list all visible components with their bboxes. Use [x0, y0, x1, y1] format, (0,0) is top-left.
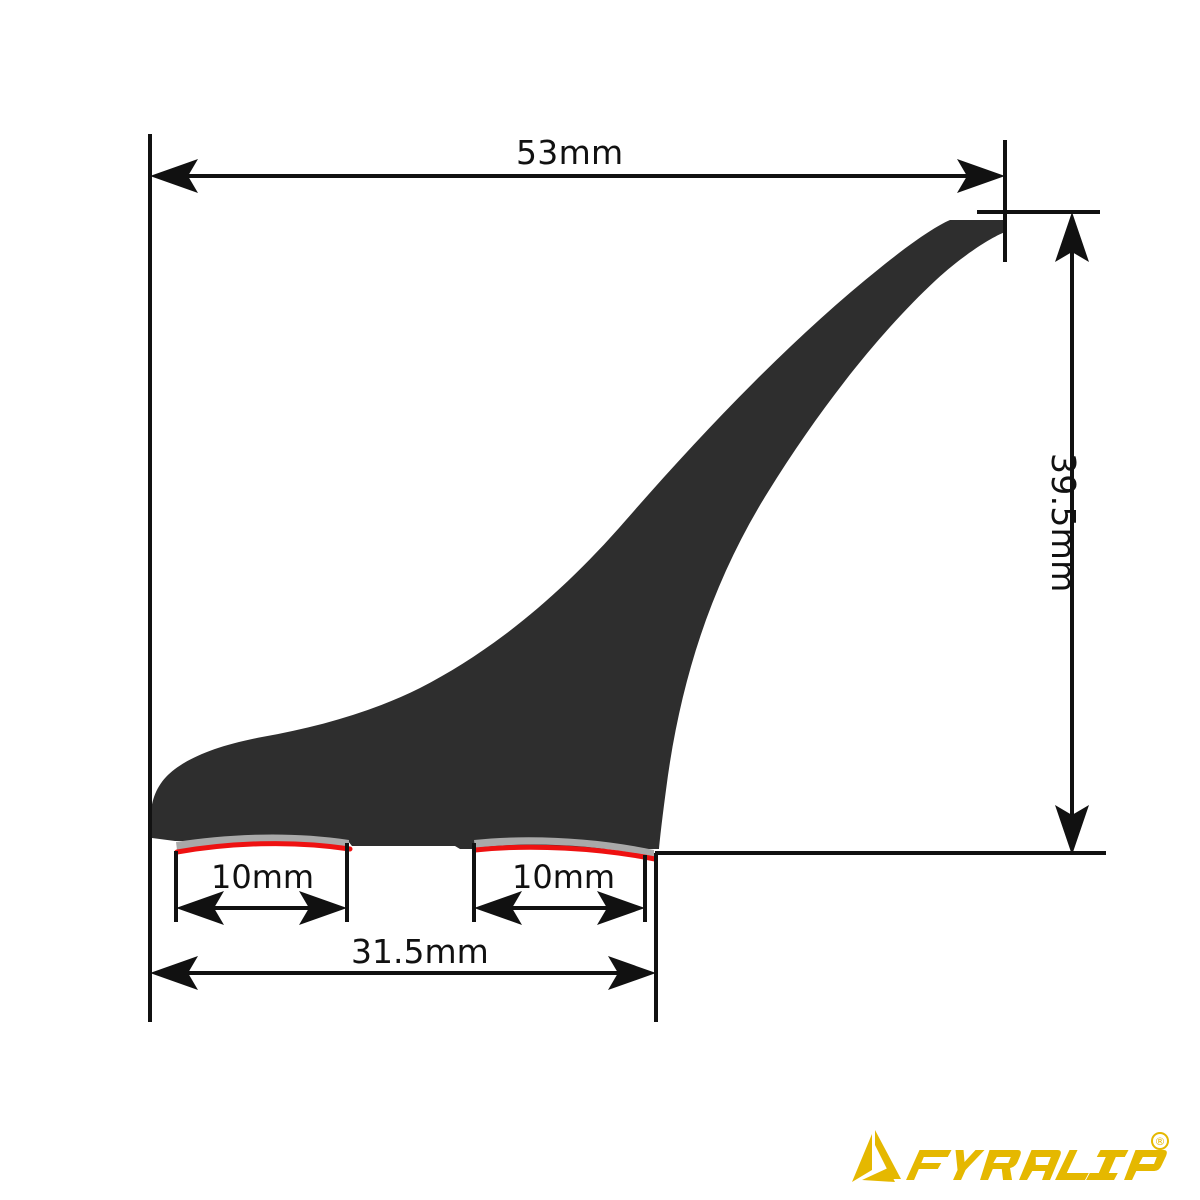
arrowhead-right-10mm-rear [597, 891, 645, 925]
arrowhead-right-31-5mm [608, 956, 656, 990]
fyralip-wordmark [906, 1150, 1167, 1180]
dimension-53mm [150, 159, 1005, 193]
registered-mark-glyph: ® [1155, 1135, 1166, 1148]
arrowhead-bottom-39-5mm [1055, 805, 1089, 855]
dimension-31-5mm [150, 956, 656, 990]
fyralip-logo-svg: ® [852, 1130, 1169, 1182]
arrowhead-left-53mm [150, 159, 198, 193]
lip-profile-group [150, 220, 1005, 862]
dimension-label-overall-length: 53mm [516, 133, 624, 172]
fyralip-logo: ® [848, 1124, 1188, 1194]
arrowhead-right-53mm [957, 159, 1005, 193]
lip-body-shape [150, 220, 1005, 849]
dimension-label-base-length: 31.5mm [351, 932, 489, 971]
extension-lines-group [148, 134, 1106, 1022]
dimension-label-overall-height: 39.5mm [1044, 453, 1083, 593]
adhesive-strip-front [174, 841, 353, 855]
arrowhead-top-39-5mm [1055, 212, 1089, 262]
dimension-label-tape-pad-front: 10mm [211, 858, 315, 896]
tape-pad-rear [474, 837, 654, 857]
fyralip-triangle-icon [852, 1130, 901, 1182]
dimension-39-5mm [1055, 212, 1089, 855]
arrowhead-right-10mm-front [299, 891, 347, 925]
dimension-10mm-rear [474, 891, 645, 925]
arrowhead-left-10mm-rear [474, 891, 522, 925]
arrowhead-left-31-5mm [150, 956, 198, 990]
dimension-label-tape-pad-rear: 10mm [512, 858, 616, 896]
adhesive-strip-rear [472, 844, 658, 862]
dimension-10mm-front [176, 891, 347, 925]
registered-trademark-icon: ® [1151, 1132, 1169, 1150]
arrowhead-left-10mm-front [176, 891, 224, 925]
